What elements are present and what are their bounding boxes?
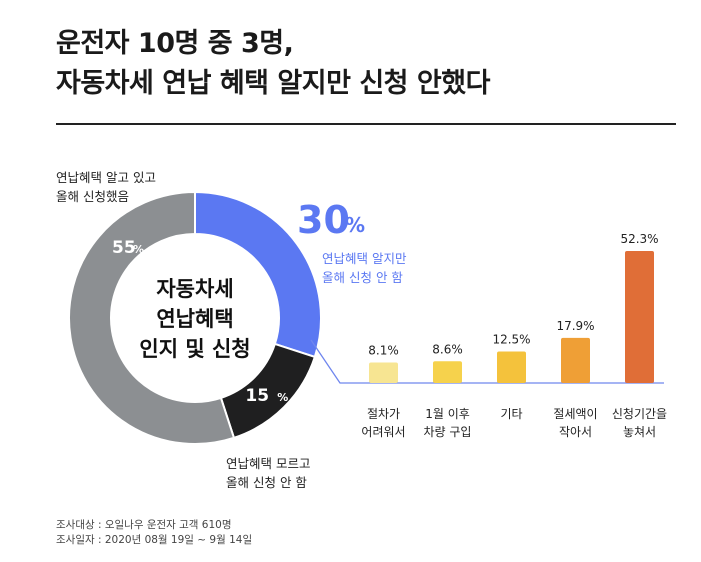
bar-2: [497, 351, 526, 383]
slice-label-1-line-1: 올해 신청 안 함: [226, 475, 307, 490]
slice-value-1: 15: [245, 386, 269, 406]
slice-value-0: 30: [297, 198, 350, 242]
donut-center-label-1: 연납혜택: [156, 307, 233, 331]
title-divider: [56, 123, 676, 125]
slice-label-0-line-1: 올해 신청 안 함: [322, 270, 403, 285]
bar-category-label-0-line-0: 절차가: [367, 407, 400, 421]
footer-target: 조사대상 : 오일나우 운전자 고객 610명: [56, 519, 232, 531]
slice-label-0-line-0: 연납혜택 알지만: [322, 251, 407, 266]
slice-unit-0: %: [345, 213, 365, 237]
survey-footer: 조사대상 : 오일나우 운전자 고객 610명 조사일자 : 2020년 08월…: [56, 518, 252, 548]
title-line-2: 자동차세 연납 혜택 알지만 신청 안했다: [56, 68, 490, 99]
bar-category-label-1-line-0: 1월 이후: [425, 407, 470, 421]
slice-label-2-line-0: 연납혜택 알고 있고: [56, 170, 156, 185]
bar-4: [625, 251, 654, 383]
bar-category-label-4-line-1: 놓쳐서: [623, 425, 656, 439]
chart-title: 운전자 10명 중 3명, 자동차세 연납 혜택 알지만 신청 안했다: [56, 24, 490, 104]
bar-category-label-3-line-1: 작아서: [559, 425, 592, 439]
donut-center-label-2: 인지 및 신청: [139, 337, 250, 361]
footer-date: 조사일자 : 2020년 08월 19일 ~ 9월 14일: [56, 534, 253, 546]
slice-label-2-line-1: 올해 신청했음: [56, 189, 129, 204]
slice-unit-2: %: [133, 243, 144, 256]
bar-1: [433, 361, 462, 383]
bar-value-label-4: 52.3%: [620, 232, 658, 246]
slice-value-2: 55: [112, 238, 136, 258]
connector-line: [310, 339, 664, 384]
title-line-1: 운전자 10명 중 3명,: [56, 28, 294, 59]
bar-category-label-0-line-1: 어려워서: [361, 425, 405, 439]
bar-category-label-4-line-0: 신청기간을: [612, 407, 667, 421]
donut-center-label-0: 자동차세: [156, 277, 233, 301]
slice-label-1-line-0: 연납혜택 모르고: [226, 456, 310, 471]
slice-unit-1: %: [277, 391, 288, 404]
bar-value-label-2: 12.5%: [492, 332, 530, 346]
bar-category-label-3-line-0: 절세액이: [553, 407, 597, 421]
bar-category-label-1-line-1: 차량 구입: [424, 425, 472, 439]
bar-category-label-2-line-0: 기타: [500, 407, 522, 421]
bar-value-label-3: 17.9%: [556, 319, 594, 333]
bar-3: [561, 337, 590, 383]
donut-slice-0: [194, 190, 322, 359]
bar-value-label-0: 8.1%: [368, 344, 399, 358]
donut-slice-2: [68, 190, 236, 445]
bar-0: [369, 362, 398, 383]
bar-value-label-1: 8.6%: [432, 342, 463, 356]
